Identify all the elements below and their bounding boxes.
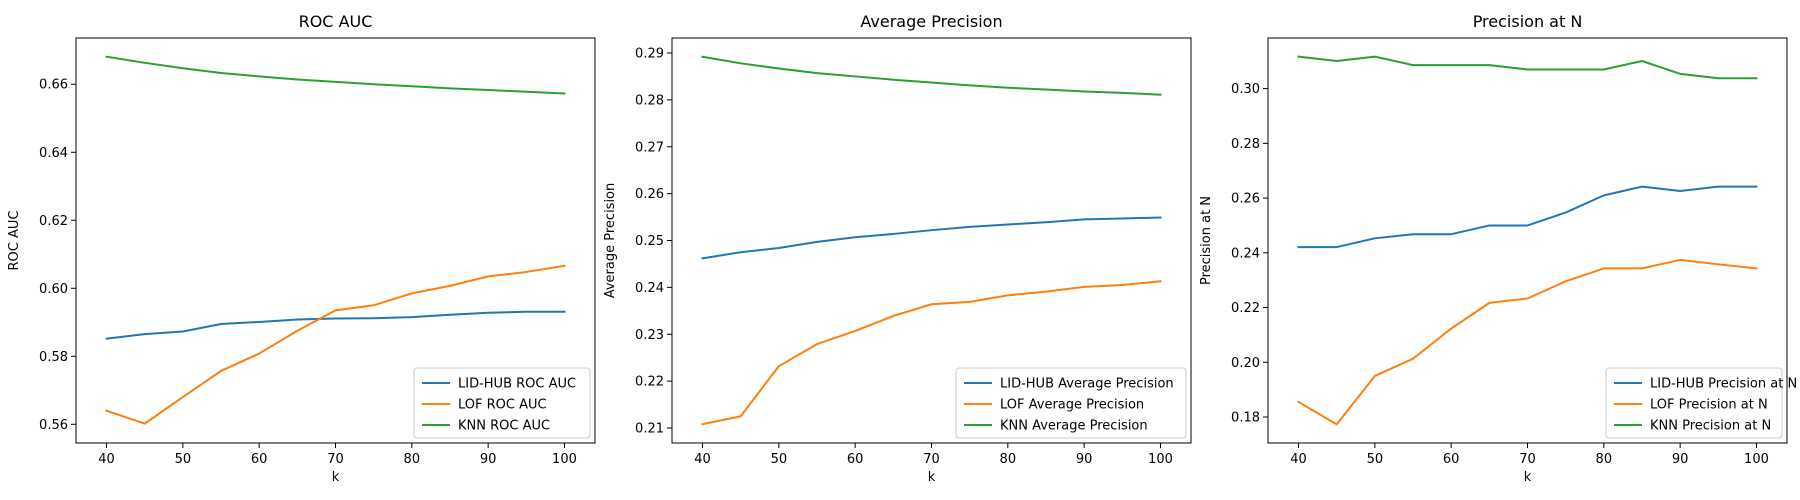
y-tick-label: 0.25	[635, 234, 664, 249]
y-axis-label: Average Precision	[603, 183, 618, 299]
x-tick-label: 80	[404, 452, 421, 467]
series-line	[105, 310, 566, 340]
y-tick-label: 0.28	[1231, 137, 1260, 152]
series-line	[701, 216, 1162, 260]
y-tick-label: 0.24	[1231, 246, 1260, 261]
y-tick-label: 0.28	[635, 93, 664, 108]
x-tick-label: 60	[847, 452, 864, 467]
y-tick-label: 0.22	[1231, 301, 1260, 316]
x-tick-label: 40	[98, 452, 115, 467]
x-tick-label: 100	[552, 452, 577, 467]
x-tick-label: 90	[1672, 452, 1689, 467]
legend-entry: LOF Average Precision	[1000, 398, 1144, 413]
chart-title: ROC AUC	[299, 12, 373, 31]
y-tick-label: 0.64	[39, 146, 68, 161]
legend-entry: KNN Precision at N	[1650, 419, 1771, 434]
x-axis-label: k	[332, 470, 340, 485]
legend-box	[413, 367, 591, 439]
x-tick-label: 80	[1000, 452, 1017, 467]
x-tick-label: 60	[1443, 452, 1460, 467]
series-line	[105, 55, 566, 95]
legend-box	[955, 367, 1187, 439]
y-axis-label: Precision at N	[1199, 196, 1214, 285]
series-line	[1297, 258, 1758, 426]
legend: LID-HUB ROC AUC LOF ROC AUC KNN ROC AUC	[413, 367, 591, 439]
series-line	[701, 280, 1162, 426]
series-line	[1297, 185, 1758, 249]
x-tick-label: 90	[1076, 452, 1093, 467]
y-tick-label: 0.22	[635, 375, 664, 390]
y-tick-label: 0.23	[635, 328, 664, 343]
x-tick-label: 90	[480, 452, 497, 467]
y-tick-label: 0.24	[635, 281, 664, 296]
x-tick-label: 50	[771, 452, 788, 467]
y-tick-label: 0.21	[635, 422, 664, 437]
series-line	[105, 264, 566, 425]
legend: LID-HUB Precision at N LOF Precision at N…	[1605, 367, 1797, 439]
y-tick-label: 0.26	[635, 187, 664, 202]
y-tick-label: 0.58	[39, 350, 68, 365]
legend-entry: LID-HUB Precision at N	[1650, 377, 1797, 392]
series-line	[701, 55, 1162, 96]
x-tick-label: 70	[327, 452, 344, 467]
series-line	[1297, 55, 1758, 80]
chart-title: Precision at N	[1473, 12, 1583, 31]
y-tick-label: 0.20	[1231, 356, 1260, 371]
x-axis-label: k	[1524, 470, 1532, 485]
legend-entry: KNN ROC AUC	[458, 419, 550, 434]
x-tick-label: 100	[1744, 452, 1769, 467]
legend-box	[1605, 367, 1783, 439]
y-tick-label: 0.29	[635, 47, 664, 62]
y-tick-label: 0.26	[1231, 192, 1260, 207]
x-tick-label: 40	[694, 452, 711, 467]
legend-entry: LID-HUB ROC AUC	[458, 377, 576, 392]
legend: LID-HUB Average Precision LOF Average Pre…	[955, 367, 1187, 439]
legend-entry: KNN Average Precision	[1000, 419, 1148, 434]
legend-entry: LOF ROC AUC	[458, 398, 547, 413]
x-axis-label: k	[928, 470, 936, 485]
y-tick-label: 0.30	[1231, 82, 1260, 97]
y-tick-label: 0.27	[635, 140, 664, 155]
legend-entry: LID-HUB Average Precision	[1000, 377, 1174, 392]
y-tick-label: 0.60	[39, 282, 68, 297]
x-tick-label: 50	[175, 452, 192, 467]
x-tick-label: 100	[1148, 452, 1173, 467]
chart-title: Average Precision	[860, 12, 1002, 31]
x-tick-label: 70	[1519, 452, 1536, 467]
chart-panel: 40 50 60 70 80 90 100 0.56 0.58 0.60 0.62 0.64 0.66 R…	[7, 12, 596, 485]
y-axis-label: ROC AUC	[7, 211, 22, 271]
y-tick-label: 0.62	[39, 214, 68, 229]
x-tick-label: 40	[1290, 452, 1307, 467]
y-tick-label: 0.18	[1231, 411, 1260, 426]
y-tick-label: 0.56	[39, 418, 68, 433]
legend-entry: LOF Precision at N	[1650, 398, 1768, 413]
x-tick-label: 80	[1596, 452, 1613, 467]
x-tick-label: 60	[251, 452, 268, 467]
x-tick-label: 50	[1367, 452, 1384, 467]
chart-panel: 40 50 60 70 80 90 100 0.18 0.20 0.22 0.24 0.26 0.28 0…	[1199, 12, 1797, 485]
chart-panel: 40 50 60 70 80 90 100 0.21 0.22 0.23 0.24 0.25 0.26 0…	[603, 12, 1192, 485]
x-tick-label: 70	[923, 452, 940, 467]
y-tick-label: 0.66	[39, 78, 68, 93]
